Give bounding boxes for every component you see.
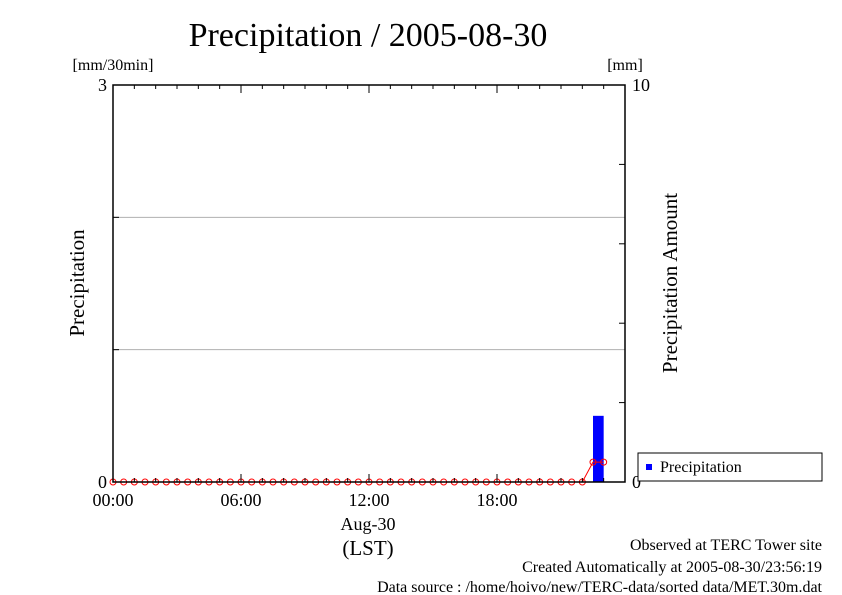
legend-swatch: [646, 464, 652, 470]
footer-source: Data source : /home/hoivo/new/TERC-data/…: [377, 579, 822, 595]
x-tick-label: 12:00: [348, 490, 389, 510]
plot-frame: [112, 84, 626, 483]
y-axis-title: Precipitation: [65, 229, 89, 337]
y2-unit-label: [mm]: [607, 57, 643, 74]
cumulative-point: [600, 458, 608, 466]
y2-tick-label: 0: [632, 472, 641, 492]
chart-title: Precipitation / 2005-08-30: [189, 17, 548, 54]
precip-bar: [593, 415, 604, 482]
x-tick-label: 00:00: [92, 490, 133, 510]
x-tick-label: 18:00: [476, 490, 517, 510]
x-date-label: Aug-30: [341, 514, 396, 534]
cumulative-point: [589, 458, 597, 466]
x-tick-label: 06:00: [220, 490, 261, 510]
bar-series: [593, 415, 604, 482]
footer-observed: Observed at TERC Tower site: [630, 537, 822, 554]
legend-label: Precipitation: [660, 459, 742, 476]
y2-tick-label: 10: [632, 75, 650, 95]
legend: Precipitation: [637, 452, 823, 482]
x-timezone-label: (LST): [342, 536, 393, 560]
y-unit-label: [mm/30min]: [73, 57, 154, 74]
legend-box: [637, 452, 823, 482]
footer-created: Created Automatically at 2005-08-30/23:5…: [522, 559, 822, 576]
y2-axis-title: Precipitation Amount: [658, 193, 682, 373]
axis-ticks: [112, 84, 626, 483]
tick-labels: 0 3 0 10 00:00 06:00 12:00 18:00: [92, 75, 650, 510]
cumulative-series: [109, 458, 608, 486]
grid-lines: [113, 216, 625, 351]
y-tick-label: 0: [98, 472, 107, 492]
y-tick-label: 3: [98, 75, 107, 95]
